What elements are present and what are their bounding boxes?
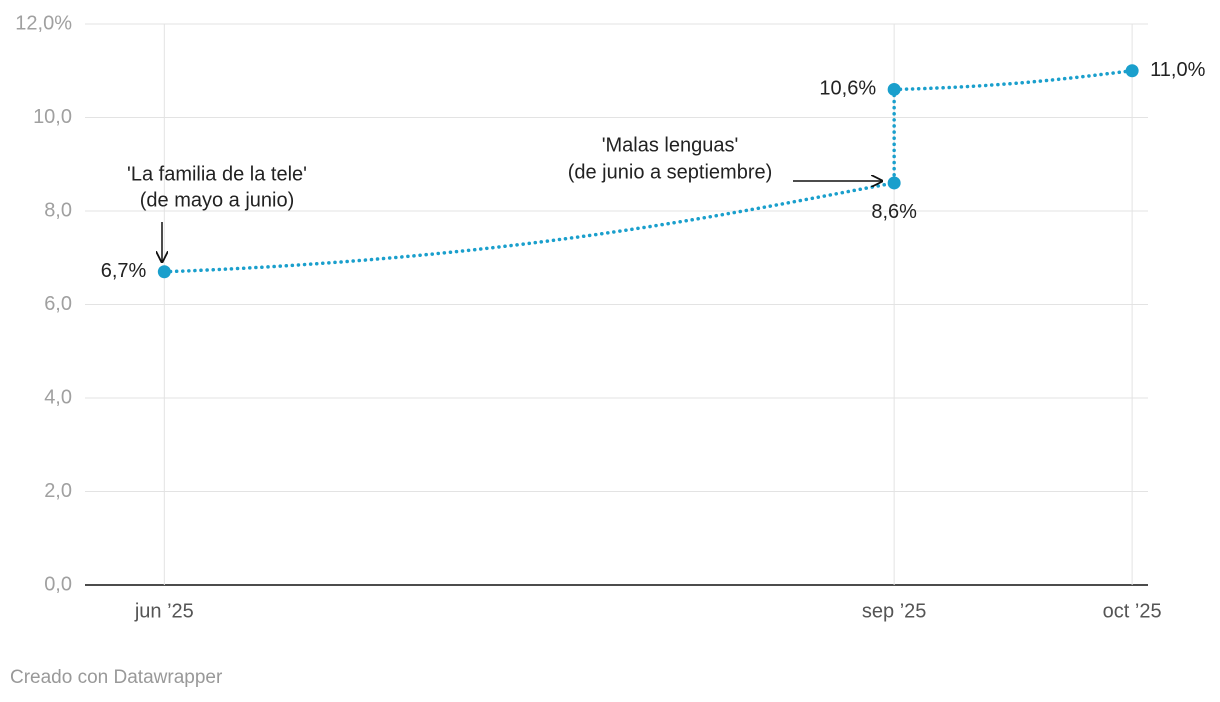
- line: [162, 69, 1134, 274]
- plot: 6,7% 8,6% 10,6% 11,0%: [101, 59, 1206, 282]
- y-tick-label: 12,0%: [15, 12, 72, 34]
- point: [887, 176, 901, 190]
- annotation: (de junio a septiembre): [568, 161, 773, 183]
- annotation: 'Malas lenguas': [602, 134, 739, 156]
- annotation: (de mayo a junio): [140, 189, 295, 211]
- x-tick-label: sep ’25: [862, 600, 927, 622]
- y-tick-label: 10,0: [33, 106, 72, 128]
- annotation: 'La familia de la tele': [127, 163, 307, 185]
- y-tick-label: 0,0: [44, 573, 72, 595]
- data-label: 10,6%: [819, 78, 876, 100]
- x-tick-label: jun ’25: [134, 600, 194, 622]
- y-tick-label: 4,0: [44, 386, 72, 408]
- point: [157, 265, 171, 279]
- y-tick-label: 6,0: [44, 293, 72, 315]
- data-label: 11,0%: [1150, 59, 1205, 81]
- y-tick-label: 8,0: [44, 199, 72, 221]
- point: [1125, 64, 1139, 78]
- data-label: 8,6%: [871, 201, 917, 223]
- y-tick-label: 2,0: [44, 480, 72, 502]
- data-label: 6,7%: [101, 260, 147, 282]
- grid: 0,0 2,0 4,0 6,0 8,0 10,0 12,0% jun ’25 sep ’25 oc…: [15, 12, 1161, 622]
- point: [887, 82, 901, 96]
- credit: Creado con Datawrapper: [10, 667, 223, 688]
- x-tick-label: oct ’25: [1103, 600, 1162, 622]
